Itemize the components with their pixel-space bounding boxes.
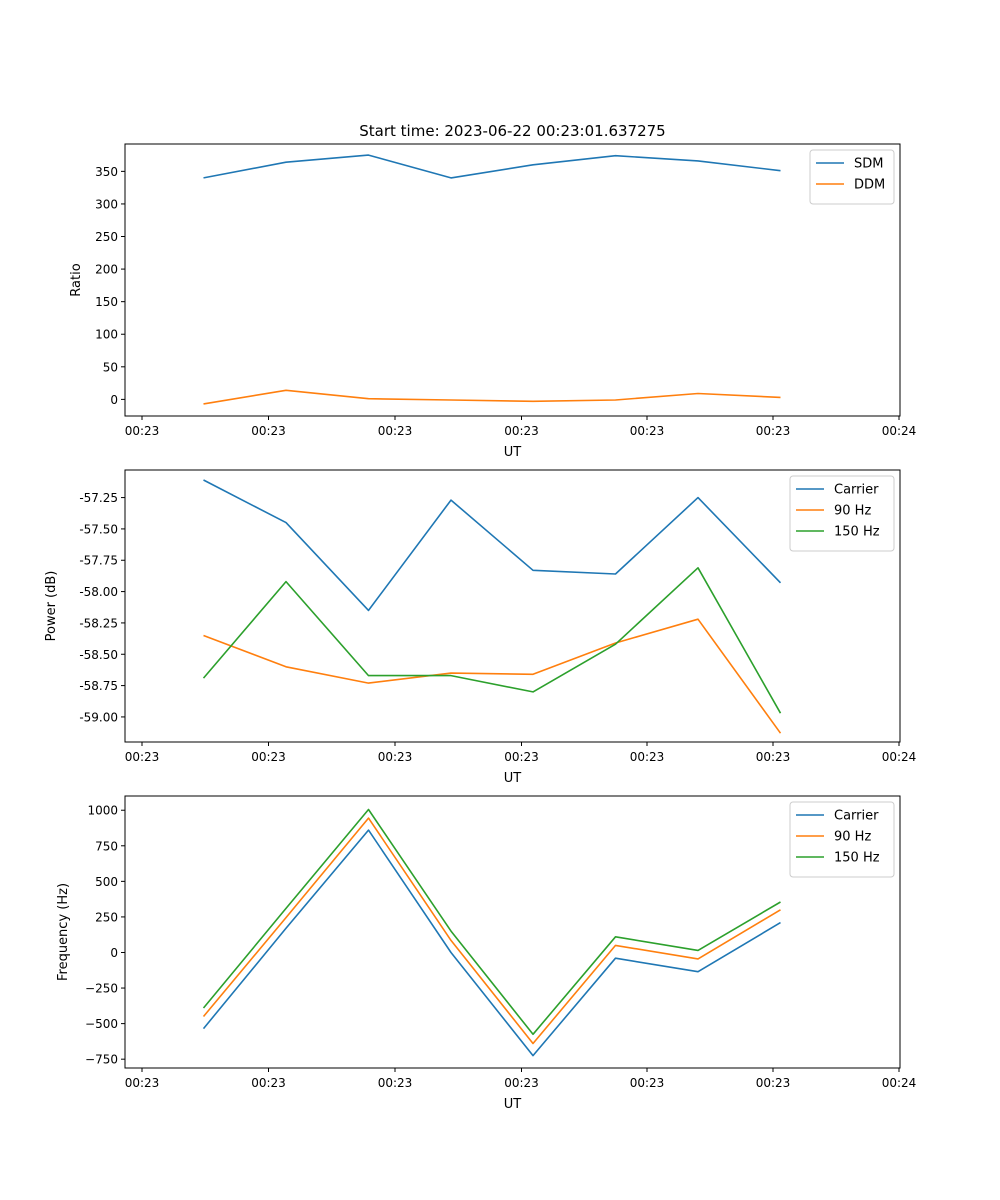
x-tick-label: 00:23 (251, 424, 286, 438)
y-axis-label: Power (dB) (44, 571, 59, 642)
y-tick-label: 0 (110, 946, 118, 960)
x-tick-label: 00:24 (882, 424, 917, 438)
x-tick-label: 00:24 (882, 1076, 917, 1090)
y-tick-label: -57.50 (79, 522, 118, 536)
x-tick-label: 00:23 (125, 750, 160, 764)
series-line-150-hz (202, 566, 782, 714)
legend-label: Carrier (834, 809, 879, 824)
plot-frame (124, 795, 901, 1069)
x-tick-label: 00:23 (378, 1076, 413, 1090)
legend-label: DDM (854, 178, 885, 193)
y-tick-label: −500 (85, 1017, 118, 1031)
x-tick-label: 00:23 (504, 424, 539, 438)
chart-title: Start time: 2023-06-22 00:23:01.637275 (359, 122, 665, 140)
x-axis-label: UT (504, 445, 522, 460)
y-tick-label: 300 (95, 197, 118, 211)
y-tick-label: 250 (95, 230, 118, 244)
y-tick-label: 350 (95, 165, 118, 179)
x-tick-label: 00:23 (125, 424, 160, 438)
series-line-90-hz (202, 817, 781, 1045)
plot-frame (124, 143, 901, 417)
series-line-carrier (202, 829, 781, 1057)
y-axis-label: Ratio (69, 263, 84, 296)
y-tick-label: 100 (95, 328, 118, 342)
x-axis-label: UT (504, 1097, 522, 1112)
y-tick-label: −250 (85, 982, 118, 996)
x-tick-label: 00:23 (756, 424, 791, 438)
x-axis-label: UT (504, 771, 522, 786)
y-tick-label: -58.25 (79, 616, 118, 630)
legend-label: 150 Hz (834, 851, 880, 866)
x-tick-label: 00:23 (756, 750, 791, 764)
legend-label: 150 Hz (834, 525, 880, 540)
y-tick-label: -58.00 (79, 585, 118, 599)
y-tick-label: −750 (85, 1053, 118, 1067)
legend-label: 90 Hz (834, 504, 871, 519)
x-tick-label: 00:23 (756, 1076, 791, 1090)
y-axis-label: Frequency (Hz) (56, 883, 71, 981)
y-tick-label: 1000 (87, 804, 118, 818)
series-line-150-hz (202, 808, 781, 1036)
y-tick-label: -57.75 (79, 554, 118, 568)
y-tick-label: -59.00 (79, 710, 118, 724)
y-tick-label: 150 (95, 295, 118, 309)
y-tick-label: 0 (110, 393, 118, 407)
y-tick-label: 500 (95, 875, 118, 889)
legend-label: Carrier (834, 483, 879, 498)
series-line-90-hz (203, 618, 782, 734)
legend (789, 801, 895, 878)
y-tick-label: 250 (95, 910, 118, 924)
x-tick-label: 00:23 (630, 424, 665, 438)
x-tick-label: 00:23 (251, 1076, 286, 1090)
legend-label: 90 Hz (834, 830, 871, 845)
x-tick-label: 00:23 (504, 1076, 539, 1090)
y-tick-label: -58.50 (79, 648, 118, 662)
x-tick-label: 00:24 (882, 750, 917, 764)
y-tick-label: 750 (95, 839, 118, 853)
y-tick-label: 50 (103, 360, 118, 374)
legend-label: SDM (854, 157, 883, 172)
plot-frame (124, 469, 901, 743)
y-tick-label: -58.75 (79, 679, 118, 693)
x-tick-label: 00:23 (378, 424, 413, 438)
x-tick-label: 00:23 (630, 750, 665, 764)
y-tick-label: 200 (95, 263, 118, 277)
y-tick-label: -57.25 (79, 491, 118, 505)
subplot-ratio: Start time: 2023-06-22 00:23:01.637275 0… (69, 122, 916, 460)
x-tick-label: 00:23 (630, 1076, 665, 1090)
legend (789, 475, 895, 552)
series-line-ddm (203, 389, 781, 405)
series-line-carrier (203, 479, 782, 612)
x-tick-label: 00:23 (504, 750, 539, 764)
x-tick-label: 00:23 (125, 1076, 160, 1090)
x-tick-label: 00:23 (251, 750, 286, 764)
subplot-power: 00:23 00:23 00:23 00:23 00:23 00:23 00:24 -59.0… (44, 469, 917, 786)
series-line-sdm (203, 154, 781, 179)
subplot-frequency: 00:23 00:23 00:23 00:23 00:23 00:23 00:24 −750 −… (56, 795, 917, 1112)
x-tick-label: 00:23 (378, 750, 413, 764)
